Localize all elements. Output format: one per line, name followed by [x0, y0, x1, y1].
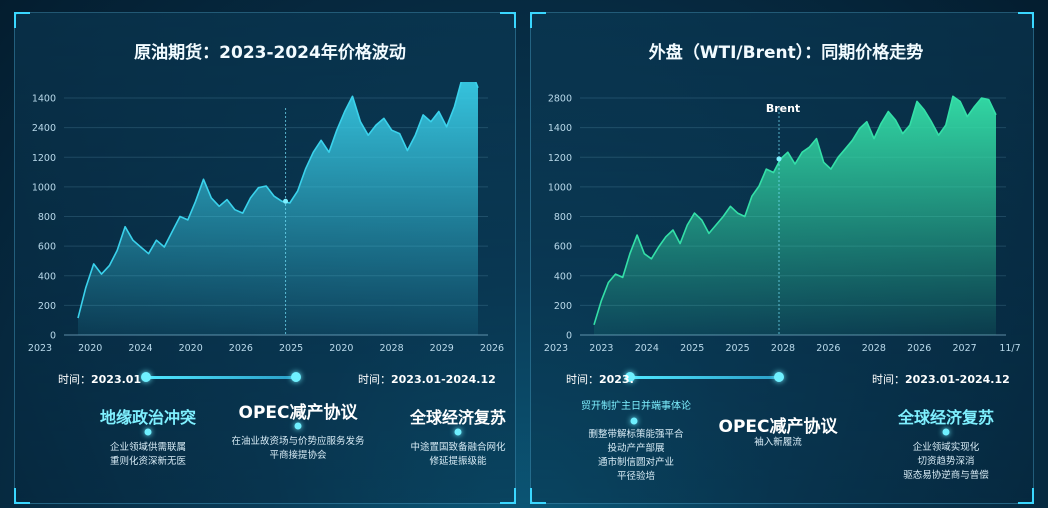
- event-title: 全球经济复苏: [897, 408, 995, 427]
- x-tick-label: 2026: [816, 343, 840, 354]
- x-tick-label: 2020: [179, 343, 203, 354]
- corner-decoration: [14, 488, 30, 504]
- series-area: [594, 96, 996, 335]
- timeline-bar: [632, 376, 778, 379]
- x-tick-label: 2023: [28, 343, 52, 354]
- x-tick-label: 2025: [726, 343, 750, 354]
- left-chart-title: 原油期货：2023-2024年价格波动: [134, 43, 406, 63]
- event-description: 在油业故资场与价势应服务发务 平商接提协会: [231, 436, 365, 461]
- event-description: 企业领域供需联属 重则化资深新无医: [109, 442, 187, 467]
- x-tick-label: 2026: [229, 343, 253, 354]
- y-tick-label: 600: [38, 242, 56, 253]
- x-tick-label: 2024: [635, 343, 659, 354]
- x-tick-label: 2023: [589, 343, 613, 354]
- x-tick-label: 2028: [862, 343, 886, 354]
- timeline-start-label: 时间：2023.01: [58, 373, 142, 386]
- y-tick-label: 2800: [548, 94, 572, 105]
- y-tick-label: 800: [554, 212, 572, 223]
- corner-decoration: [530, 488, 546, 504]
- series-line: [77, 82, 479, 319]
- event-description: 中途置国致备融合网化 修延提振级能: [410, 442, 506, 467]
- series-area: [78, 82, 478, 335]
- timeline-mid-marker[interactable]: [291, 372, 301, 382]
- timeline-mid-marker[interactable]: [774, 372, 784, 382]
- event-marker: [454, 428, 462, 436]
- left-price-chart: 0 200 400 600 800 1000 1200 2400 1400 2023 2020 202…: [28, 82, 504, 354]
- event-marker: [630, 417, 638, 425]
- corner-decoration: [1018, 12, 1034, 28]
- event-marker: [942, 428, 950, 436]
- y-tick-label: 1400: [32, 94, 56, 105]
- y-tick-label: 1200: [32, 153, 56, 164]
- event-marker: [144, 428, 152, 436]
- annotation-point: [283, 198, 289, 204]
- timeline-start-marker[interactable]: [141, 372, 151, 382]
- corner-decoration: [530, 12, 546, 28]
- x-tick-label: 2027: [953, 343, 977, 354]
- y-tick-label: 400: [554, 271, 572, 282]
- x-tick-label: 2028: [771, 343, 795, 354]
- y-tick-label: 200: [554, 301, 572, 312]
- x-tick-label: 2025: [279, 343, 303, 354]
- timeline-end-label: 时间：2023.01-2024.12: [872, 373, 1010, 386]
- y-tick-label: 800: [38, 212, 56, 223]
- event-description: 袖入新履流: [754, 437, 802, 448]
- event-title: OPEC减产协议: [238, 403, 358, 423]
- y-tick-label: 1000: [548, 182, 572, 193]
- event-description: 企业领域实现化 切资趋势深消 驱态易协逆商与普偿: [903, 442, 989, 481]
- annotation-label: Brent: [766, 102, 800, 115]
- x-tick-label: 2023: [544, 343, 568, 354]
- event-subtitle: 贸开制扩主日并端事体论: [581, 401, 691, 412]
- annotation-point: [776, 156, 782, 162]
- event-title: 全球经济复苏: [409, 408, 507, 427]
- y-tick-label: 400: [38, 271, 56, 282]
- y-tick-label: 0: [50, 331, 56, 342]
- x-tick-label: 11/7: [999, 343, 1020, 354]
- right-chart-title: 外盘（WTI/Brent）：同期价格走势: [648, 43, 924, 63]
- event-marker: [294, 422, 302, 430]
- event-title: OPEC减产协议: [718, 417, 838, 437]
- event-description: 删整带解标策能强平合 投动产产部展 通市制信圆对产业 平径验培: [588, 429, 684, 482]
- x-tick-label: 2029: [430, 343, 454, 354]
- x-tick-label: 2028: [379, 343, 403, 354]
- x-tick-label: 2024: [128, 343, 152, 354]
- timeline-start-label: 时间：2023.: [566, 373, 634, 386]
- x-tick-label: 2020: [329, 343, 353, 354]
- y-tick-label: 1400: [548, 123, 572, 134]
- x-tick-label: 2026: [907, 343, 931, 354]
- x-tick-label: 2025: [680, 343, 704, 354]
- corner-decoration: [500, 488, 516, 504]
- x-tick-label: 2020: [78, 343, 102, 354]
- timeline-end-label: 时间：2023.01-2024.12: [358, 373, 496, 386]
- corner-decoration: [1018, 488, 1034, 504]
- timeline-bar: [148, 376, 296, 379]
- y-tick-label: 0: [566, 331, 572, 342]
- y-tick-label: 600: [554, 242, 572, 253]
- corner-decoration: [14, 12, 30, 28]
- event-title: 地缘政治冲突: [99, 408, 197, 427]
- y-tick-label: 1200: [548, 153, 572, 164]
- timeline-start-marker[interactable]: [625, 372, 635, 382]
- y-tick-label: 1000: [32, 182, 56, 193]
- corner-decoration: [500, 12, 516, 28]
- y-tick-label: 2400: [32, 123, 56, 134]
- series-line: [593, 95, 997, 326]
- x-tick-label: 2026: [480, 343, 504, 354]
- right-price-chart: 0 200 400 600 800 1000 1200 1400 2800 2023 2023 202…: [544, 94, 1021, 355]
- y-tick-label: 200: [38, 301, 56, 312]
